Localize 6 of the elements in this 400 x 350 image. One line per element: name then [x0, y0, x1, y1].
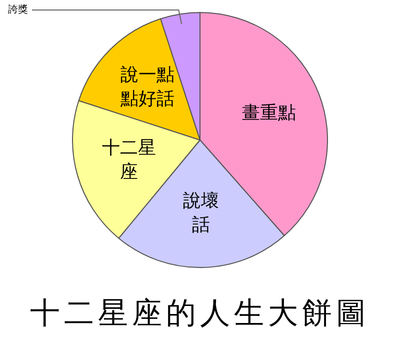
slice-label: 十二星座: [102, 137, 156, 182]
slice-label: 誇獎: [8, 4, 28, 16]
slice-label: 畫重點: [242, 102, 296, 124]
slice-label: 說壞話: [183, 190, 220, 236]
text: 十二星座的人生大餅圖: [29, 295, 371, 333]
slice-label: 說一點點好話: [120, 64, 175, 110]
